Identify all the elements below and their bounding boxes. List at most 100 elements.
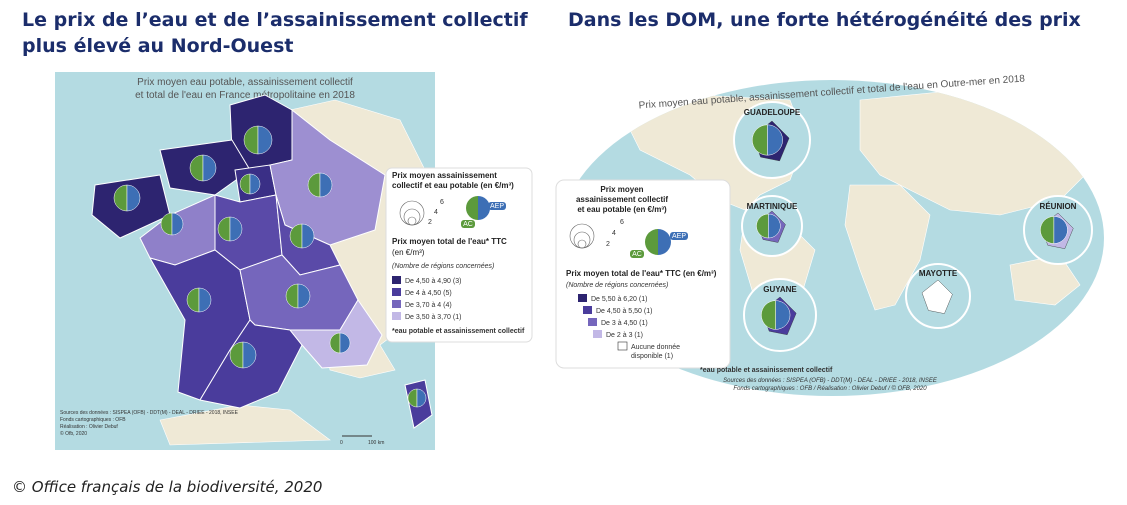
legend-label: De 2 à 3 (1) [606,332,643,339]
legend-swatch [392,276,401,284]
caption: © Office français de la biodiversité, 20… [12,478,322,496]
pie-ac [329,332,341,354]
legend-note: (Nombre de régions concernées) [566,282,668,289]
pie-ac [189,154,204,182]
legend-swatch [588,318,597,326]
legend-label: Aucune donnée [631,344,680,351]
size-label: 6 [440,199,444,206]
france-map: Prix moyen eau potable, assainissement c… [55,72,435,450]
pie-aep [297,283,311,309]
island-label: MARTINIQUE [747,202,798,211]
pie-ac [285,283,299,309]
pie-aep [249,173,261,195]
island-label: MAYOTTE [919,269,958,278]
legend-swatch [583,306,592,314]
pie-ac [645,229,658,255]
legend-label: disponible (1) [631,353,673,360]
source: Sources des données : SISPEA (OFB) - DDT… [60,410,239,416]
pie-aep [416,388,427,408]
pie-ac [113,184,128,212]
footnote: *eau potable et assainissement collectif [700,367,833,374]
source: © Ofb, 2020 [60,430,87,437]
pie-ac [160,212,173,236]
pie-aep [198,287,212,313]
legend-label: De 3 à 4,50 (1) [601,320,648,327]
legend-title: et eau potable (en €/m³) [577,205,667,214]
pie-aep [658,229,671,255]
pie-aep [126,184,141,212]
badge-label: AEP [672,233,686,240]
pie-aep [339,332,351,354]
scale-label: 100 km [368,440,384,446]
pie-aep [319,172,333,198]
island-label: GUADELOUPE [744,108,801,117]
source: Sources des données : SISPEA (OFB) - DDT… [723,378,938,384]
left-title: plus élevé au Nord-Ouest [22,35,293,57]
badge [670,232,688,240]
size-label: 2 [428,219,432,226]
legend-swatch [392,300,401,308]
badge [488,202,506,210]
size-circle [577,239,587,249]
legend-swatch [617,341,628,351]
legend-box [555,179,731,369]
land [844,184,931,311]
badge-label: AC [632,251,642,258]
pie-ac [243,125,259,155]
pie-ac [752,124,768,156]
pie-ac [307,172,321,198]
map-title: Prix moyen eau potable, assainissement c… [137,77,353,88]
pie-aep [775,300,791,330]
legend-label: De 5,50 à 6,20 (1) [591,296,647,303]
pie-aep [242,341,257,369]
legend-swatch [392,288,401,296]
pie-aep [768,213,781,239]
legend-title: Prix moyen assainissement [392,171,497,180]
pie-ac [289,223,303,249]
badge-label: AEP [490,203,504,210]
size-label: 6 [620,219,624,226]
pie-aep [1053,216,1068,244]
legend: Prix moyen assainissement collectif et e… [385,167,533,343]
source: Réalisation : Olivier Debuf [60,424,118,430]
legend-swatch [593,330,602,338]
source: Fonds cartographiques : OFB [60,417,126,423]
scale-label: 0 [340,440,343,446]
badge-label: AC [463,221,473,228]
legend-label: De 4,50 à 5,50 (1) [596,308,652,315]
legend-title: Prix moyen total de l'eau* TTC (en €/m³) [566,269,717,278]
pie-aep [202,154,217,182]
legend-title: assainissement collectif [576,195,668,204]
pie-aep [229,216,243,242]
island [921,279,953,314]
footnote: *eau potable et assainissement collectif [392,328,525,335]
pie-ac [466,196,478,220]
size-label: 2 [606,241,610,248]
pie-ac [761,300,776,330]
pie-aep [171,212,184,236]
pie-aep [478,196,490,220]
pie-ac [229,341,244,369]
pie-ac [1040,216,1055,244]
island-label: GUYANE [763,285,797,294]
size-label: 4 [434,209,438,216]
legend-label: De 3,70 à 4 (4) [405,302,452,309]
legend-label: De 4,50 à 4,90 (3) [405,278,461,285]
size-circle [407,216,417,226]
legend-note: (Nombre de régions concernées) [392,263,494,270]
pie-aep [767,124,783,156]
legend: Prix moyen assainissement collectif et e… [555,179,833,374]
legend-swatch [578,294,587,302]
legend-title: Prix moyen total de l'eau* TTC [392,237,507,246]
right-title: Dans les DOM, une forte hétérogénéité de… [568,9,1081,31]
size-label: 4 [612,230,616,237]
pie-ac [756,213,769,239]
legend-box [385,167,533,343]
spain [159,404,331,446]
legend-title: (en €/m³) [392,248,425,257]
pie-ac [186,287,200,313]
island-label: RÉUNION [1040,202,1077,211]
left-title: Le prix de l’eau et de l’assainissement … [22,9,528,31]
pie-ac [217,216,231,242]
